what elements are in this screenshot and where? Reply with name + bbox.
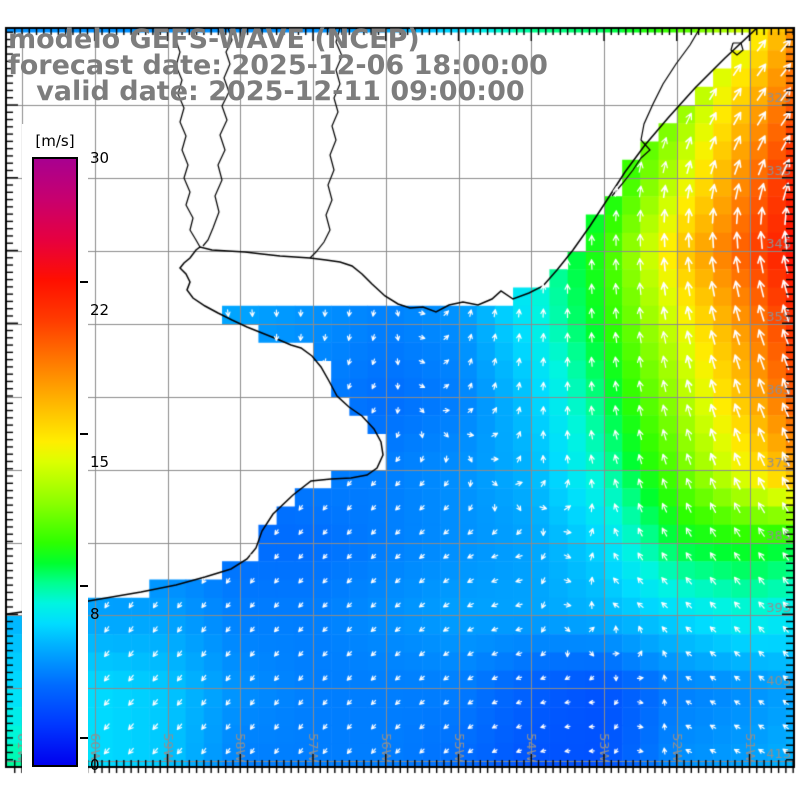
colorbar-label-15: 15 xyxy=(90,453,110,471)
colorbar-label-8: 8 xyxy=(90,605,100,623)
colorbar-gradient xyxy=(32,157,78,767)
colorbar-tick xyxy=(80,281,88,283)
colorbar-tick xyxy=(80,433,88,435)
colorbar-tick xyxy=(80,585,88,587)
colorbar: [m/s] xyxy=(22,124,88,774)
colorbar-label-0: 0 xyxy=(90,756,100,774)
colorbar-label-30: 30 xyxy=(90,149,110,167)
colorbar-label-22: 22 xyxy=(90,301,110,319)
colorbar-unit-label: [m/s] xyxy=(35,132,75,150)
colorbar-tick xyxy=(80,737,88,739)
